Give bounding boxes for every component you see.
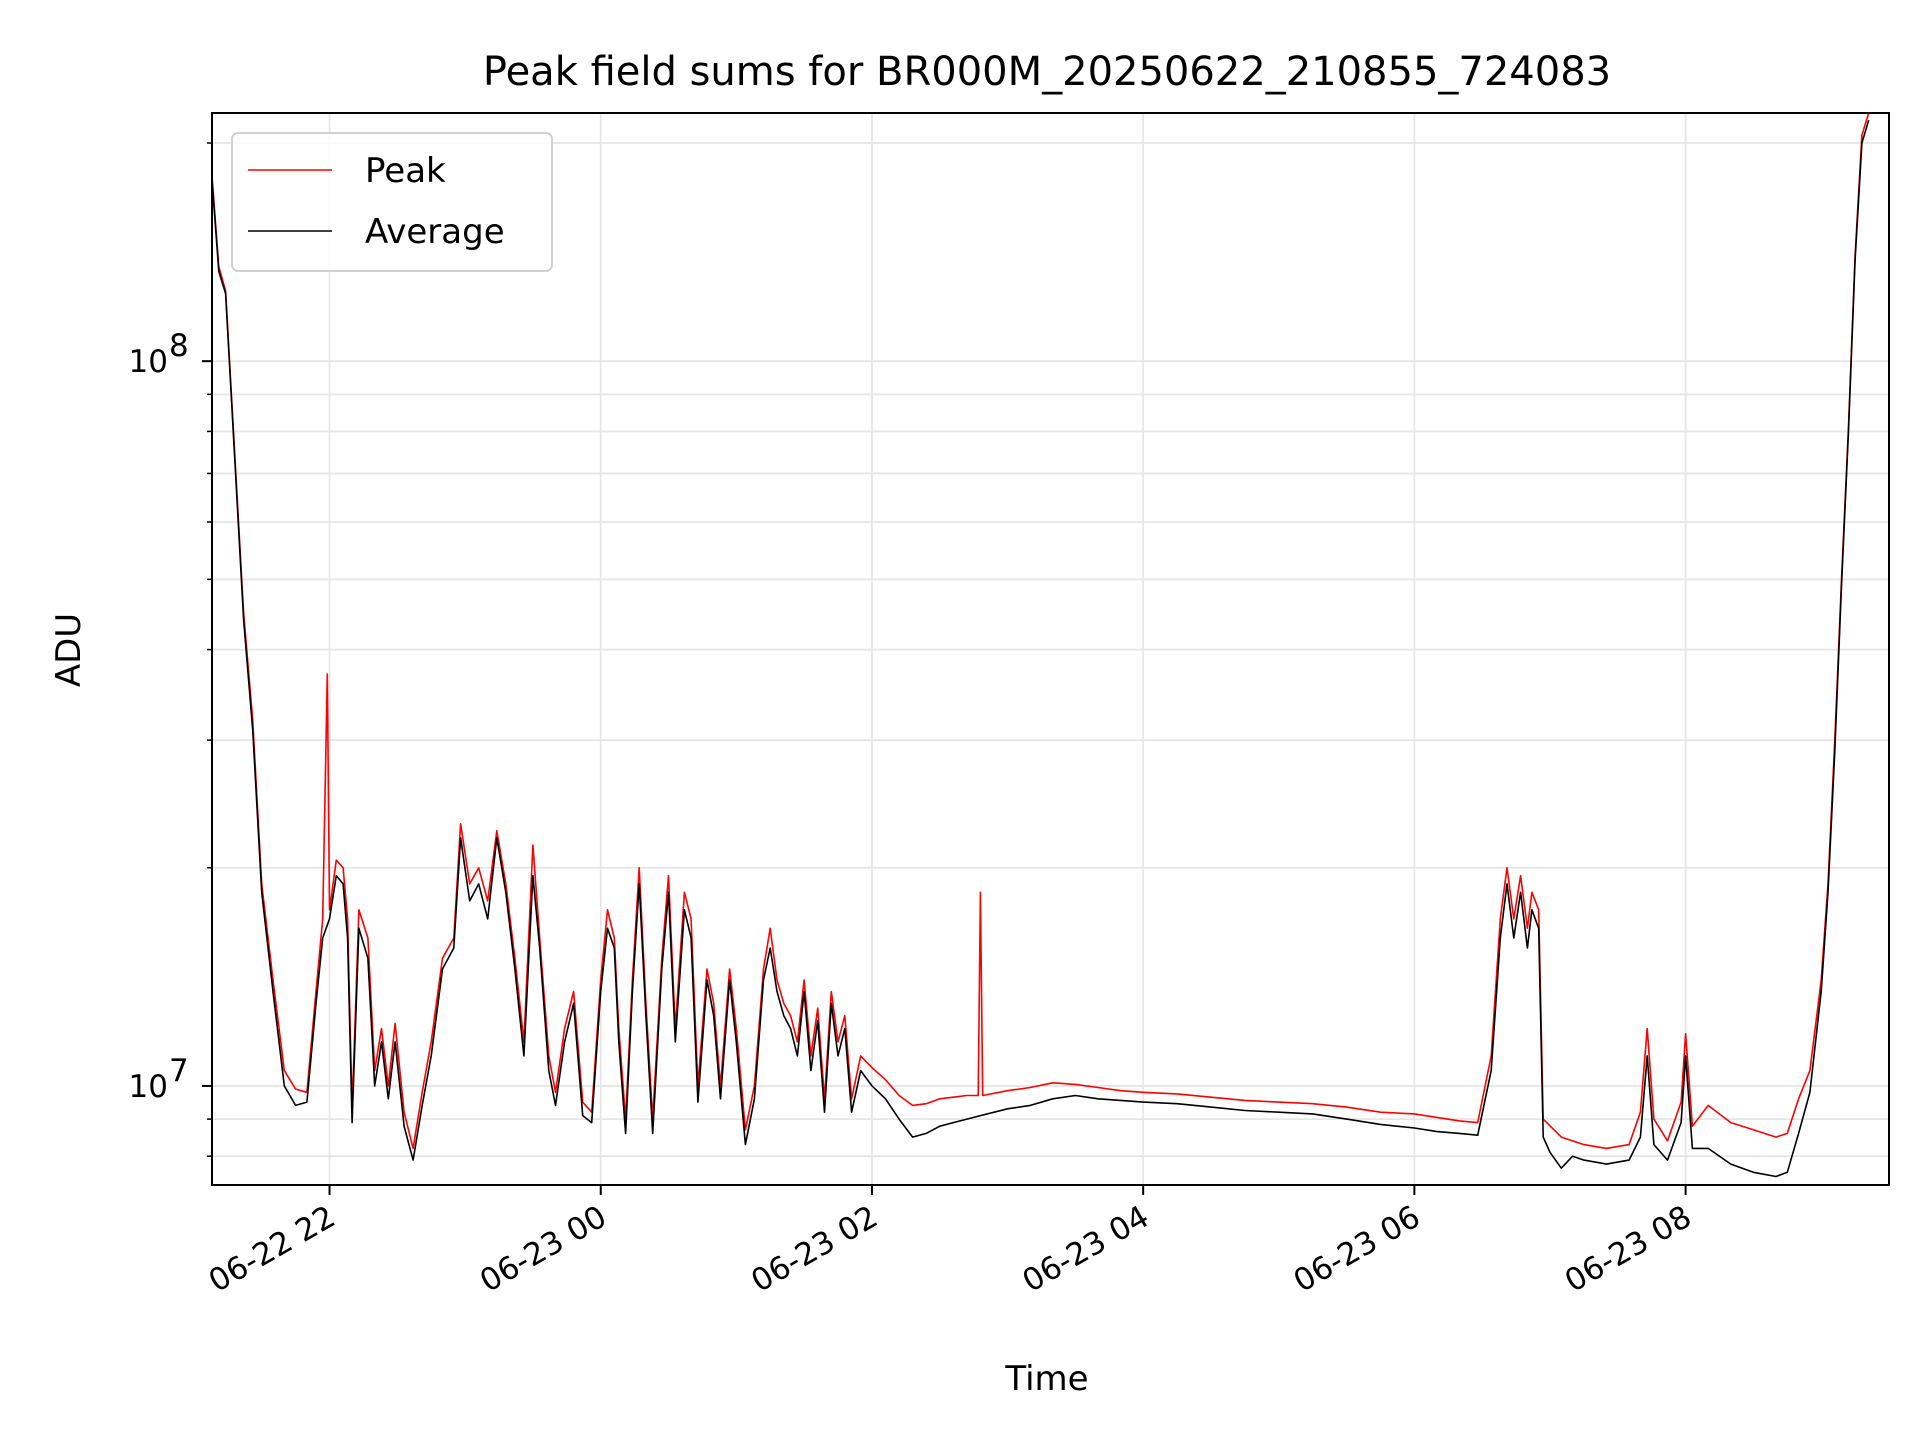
legend-box	[231, 132, 553, 272]
series-line-average	[212, 119, 1870, 1178]
legend-label-peak: Peak	[365, 151, 446, 191]
legend: Peak Average	[231, 132, 553, 272]
chart-title: Peak field sums for BR000M_20250622_2108…	[483, 49, 1611, 95]
y-tick-label: 10	[129, 344, 168, 380]
series-line-peak	[212, 113, 1870, 1150]
y-axis-label: ADU	[49, 613, 89, 687]
legend-label-average: Average	[365, 212, 505, 252]
y-tick-exponent: 8	[169, 328, 189, 364]
y-tick-label: 10	[129, 1069, 168, 1105]
grid-layer	[212, 113, 1889, 1185]
x-axis-label: Time	[1004, 1359, 1088, 1399]
series-layer	[212, 113, 1870, 1178]
y-tick-exponent: 7	[169, 1053, 189, 1089]
